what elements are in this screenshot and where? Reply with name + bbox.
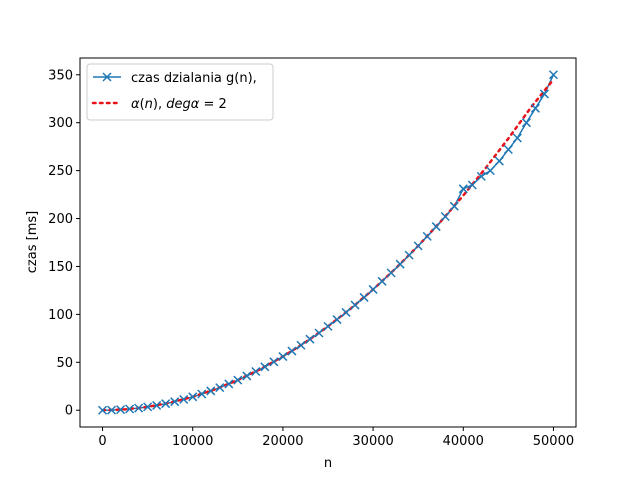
data-point-marker: [242, 371, 252, 381]
legend-fit-alpha: α: [131, 97, 140, 112]
data-point-marker: [503, 145, 513, 155]
legend-label-fit: α(n), degα = 2: [131, 97, 227, 112]
data-point-marker: [152, 400, 162, 410]
x-tick-label: 40000: [443, 434, 484, 449]
y-tick-label: 100: [48, 308, 73, 323]
legend-box: [86, 63, 274, 121]
x-tick-label: 30000: [352, 434, 393, 449]
data-point-marker: [512, 133, 522, 143]
data-point-marker: [125, 404, 135, 414]
legend-label-measured: czas dzialania g(n),: [131, 71, 257, 86]
legend-marker-measured: [102, 72, 112, 82]
data-point-marker: [251, 366, 261, 377]
y-tick-label: 150: [48, 260, 73, 275]
data-point-marker: [215, 383, 225, 393]
data-point-marker: [395, 259, 405, 269]
data-point-marker: [224, 379, 234, 389]
data-point-marker: [116, 405, 126, 415]
data-point-marker: [305, 334, 315, 344]
y-tick-label: 0: [65, 404, 73, 419]
data-point-marker: [530, 103, 540, 113]
y-tick-label: 50: [56, 356, 73, 371]
data-point-marker: [260, 362, 270, 372]
y-tick-label: 350: [48, 68, 73, 83]
data-point-marker: [386, 268, 396, 278]
data-point-marker: [368, 284, 378, 294]
y-tick-label: 250: [48, 164, 73, 179]
y-axis-ticks: 0 50 100 150 200 250 300 350: [48, 68, 80, 419]
legend-fit-alpha2: α: [191, 97, 200, 112]
data-point-marker: [431, 222, 441, 232]
data-point-marker: [404, 250, 414, 260]
x-tick-label: 50000: [533, 434, 574, 449]
legend-fit-deg: deg: [166, 97, 191, 112]
data-point-marker: [485, 166, 495, 176]
data-point-marker: [314, 328, 324, 338]
data-point-marker: [440, 211, 450, 222]
data-point-marker: [161, 399, 171, 409]
x-tick-label: 20000: [262, 434, 303, 449]
axes-frame: [79, 57, 577, 428]
x-axis-ticks: 0 10000 20000 30000 40000 50000: [98, 427, 574, 449]
data-point-marker: [134, 403, 144, 413]
data-point-marker: [107, 405, 117, 415]
data-point-marker: [467, 180, 477, 190]
data-point-marker: [179, 394, 189, 404]
x-tick-label: 10000: [172, 434, 213, 449]
data-point-marker: [458, 184, 468, 194]
x-axis-label: n: [324, 456, 332, 471]
data-point-marker: [413, 241, 423, 251]
data-point-marker: [278, 352, 288, 362]
data-point-marker: [377, 276, 387, 286]
legend-fit-paren-open: (: [140, 97, 145, 112]
y-tick-label: 200: [48, 212, 73, 227]
data-point-marker: [449, 201, 459, 211]
data-point-marker: [539, 89, 549, 99]
y-axis-label: czas [ms]: [25, 211, 40, 273]
data-point-marker: [143, 402, 153, 412]
data-point-marker: [332, 315, 342, 325]
data-point-marker: [350, 300, 360, 310]
data-point-marker: [341, 307, 351, 317]
x-tick-label: 0: [98, 434, 106, 449]
plot-area: [98, 70, 558, 415]
data-point-marker: [287, 346, 297, 356]
data-point-marker: [422, 231, 432, 241]
data-point-marker: [206, 386, 216, 396]
data-point-marker: [476, 171, 486, 181]
data-point-marker: [269, 357, 279, 367]
data-point-marker: [197, 389, 207, 399]
data-point-marker: [323, 321, 333, 331]
data-point-marker: [521, 118, 531, 128]
y-tick-label: 300: [48, 116, 73, 131]
data-point-marker: [359, 292, 369, 302]
legend-fit-eq: = 2: [199, 97, 226, 112]
data-point-marker: [494, 156, 504, 166]
data-point-marker: [98, 405, 108, 415]
data-point-marker: [170, 397, 180, 407]
data-point-marker: [188, 392, 198, 402]
data-point-marker: [233, 375, 243, 385]
legend-fit-n: n: [145, 97, 153, 112]
data-point-marker: [548, 70, 558, 80]
legend: czas dzialania g(n), α(n), degα = 2: [86, 63, 274, 121]
legend-fit-paren-close: ),: [153, 97, 166, 112]
data-point-marker: [296, 340, 306, 350]
